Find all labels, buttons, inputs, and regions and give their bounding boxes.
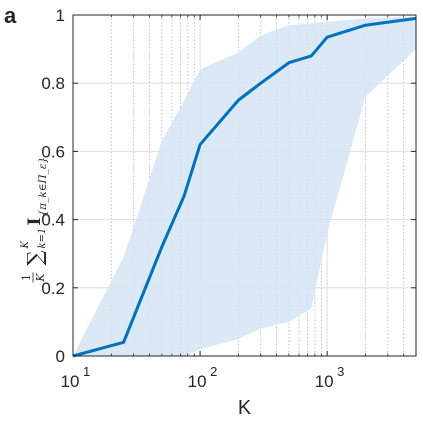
y-axis-label: 1 K∑K k=1I{π_k∈Π_ε}: [20, 157, 49, 283]
x-tick-exponent: 3: [337, 364, 344, 379]
x-tick-label: 102: [188, 364, 218, 391]
ylabel-sum-symbol: ∑: [23, 251, 47, 266]
ylabel-sum-upper: K: [20, 241, 31, 250]
axes-frame: [72, 14, 417, 357]
ylabel-frac-numerator: 1: [20, 274, 33, 281]
ylabel-indicator: I: [25, 218, 45, 226]
y-tick-label: 0: [56, 347, 65, 366]
x-tick-label: 103: [315, 364, 345, 391]
x-tick-base: 10: [315, 372, 334, 391]
x-tick-label: 101: [61, 364, 91, 391]
ylabel-subscript: {π_k∈Π_ε}: [37, 157, 49, 217]
x-tick-base: 10: [61, 372, 80, 391]
axis-ticks: [72, 14, 416, 357]
y-tick-label: 1: [56, 6, 65, 25]
ylabel-sum-lower: k=1: [37, 228, 48, 249]
confidence-band: [73, 16, 416, 356]
x-axis-label: K: [238, 397, 252, 419]
series-line: [72, 16, 417, 358]
y-tick-label: 0.8: [41, 74, 65, 93]
ylabel-frac-denominator: K: [34, 273, 47, 283]
panel-label: a: [4, 3, 17, 28]
x-tick-base: 10: [188, 372, 207, 391]
y-tick-label: 0.2: [41, 279, 65, 298]
x-tick-exponent: 2: [210, 364, 217, 379]
y-tick-label: 0.6: [41, 142, 65, 161]
y-tick-label: 0.4: [41, 211, 65, 230]
x-tick-exponent: 1: [83, 364, 90, 379]
y-tick-labels: 0 0.2 0.4 0.6 0.8 1: [41, 6, 65, 366]
